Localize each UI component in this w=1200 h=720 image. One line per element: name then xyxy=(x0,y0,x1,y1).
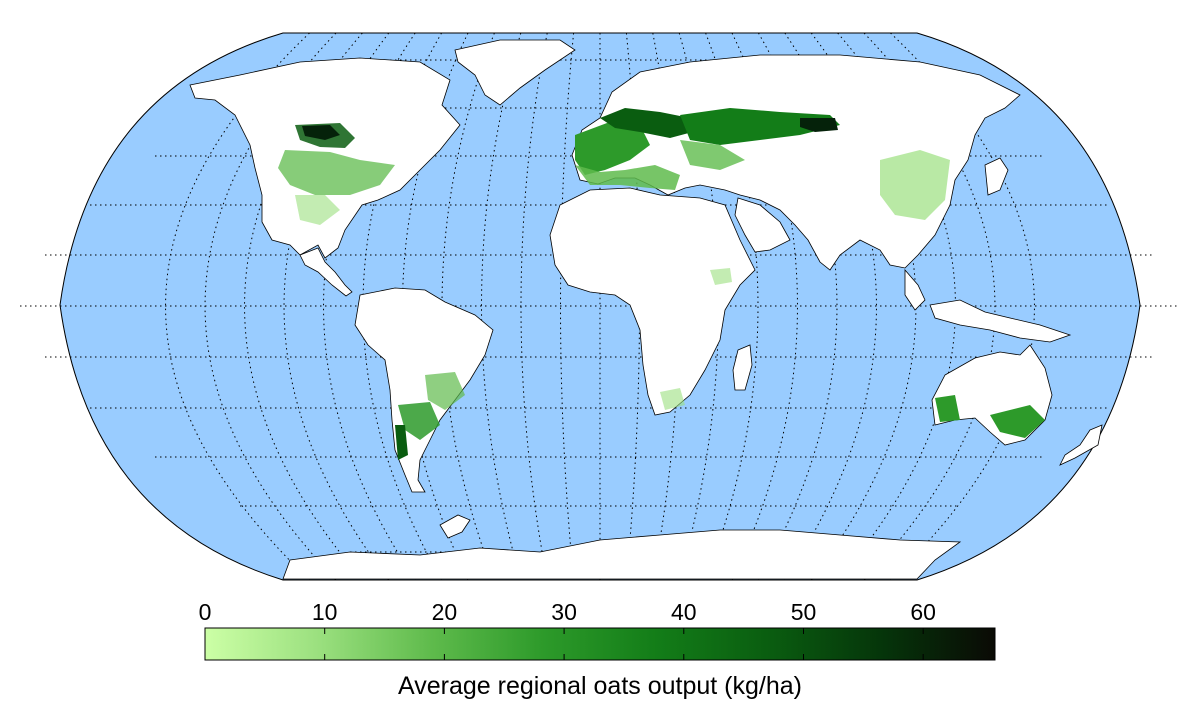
yield-siberia-core xyxy=(800,118,838,132)
arabian-peninsula xyxy=(734,197,791,253)
yield-russia-belt xyxy=(680,108,840,145)
colorbar-tick-label: 20 xyxy=(432,599,458,625)
central-america xyxy=(299,247,353,297)
yield-china xyxy=(880,150,950,220)
south-america xyxy=(354,287,494,493)
yield-us-south xyxy=(295,195,340,225)
graticule-meridian xyxy=(481,32,522,581)
indonesia-islands xyxy=(929,299,1072,343)
southeast-asia xyxy=(904,268,926,311)
graticule-meridian xyxy=(560,32,575,581)
japan xyxy=(984,157,1009,196)
yield-northern-europe xyxy=(600,108,700,138)
yield-argentina xyxy=(398,402,440,440)
colorbar-tick-label: 30 xyxy=(551,599,577,625)
yield-western-europe xyxy=(575,120,650,175)
yield-us-midwest xyxy=(278,150,395,195)
yield-southeast-australia xyxy=(990,405,1045,438)
colorbar-tick-label: 50 xyxy=(791,599,817,625)
yield-east-africa xyxy=(710,268,732,285)
colorbar-tick-label: 40 xyxy=(671,599,697,625)
yield-western-australia xyxy=(935,395,960,422)
antarctic-peninsula xyxy=(439,514,471,539)
graticule-meridian xyxy=(165,32,310,581)
greenland xyxy=(454,39,576,106)
yield-ukraine xyxy=(680,140,745,170)
yield-southern-europe xyxy=(575,165,680,190)
graticule-meridian xyxy=(678,32,719,581)
yield-south-brazil xyxy=(425,372,465,410)
colorbar-gradient xyxy=(204,627,996,661)
africa xyxy=(549,187,756,416)
colorbar-tick-label: 10 xyxy=(312,599,338,625)
colorbar-tick-label: 0 xyxy=(199,599,212,625)
new-zealand xyxy=(1059,424,1103,466)
colorbar-title: Average regional oats output (kg/ha) xyxy=(398,672,802,700)
colorbar-ticks: 0 10 20 30 40 50 60 xyxy=(199,599,936,660)
yield-chile xyxy=(395,425,408,460)
antarctica xyxy=(282,529,962,580)
colorbar-tick-label: 60 xyxy=(910,599,936,625)
graticule-meridian xyxy=(890,32,1035,581)
oats-yield-regions xyxy=(278,108,1045,460)
colorbar: 0 10 20 30 40 50 60 Average regional oats outp… xyxy=(199,599,996,700)
madagascar xyxy=(732,344,753,391)
yield-prairies-core xyxy=(302,125,340,140)
yield-south-africa xyxy=(660,388,685,410)
